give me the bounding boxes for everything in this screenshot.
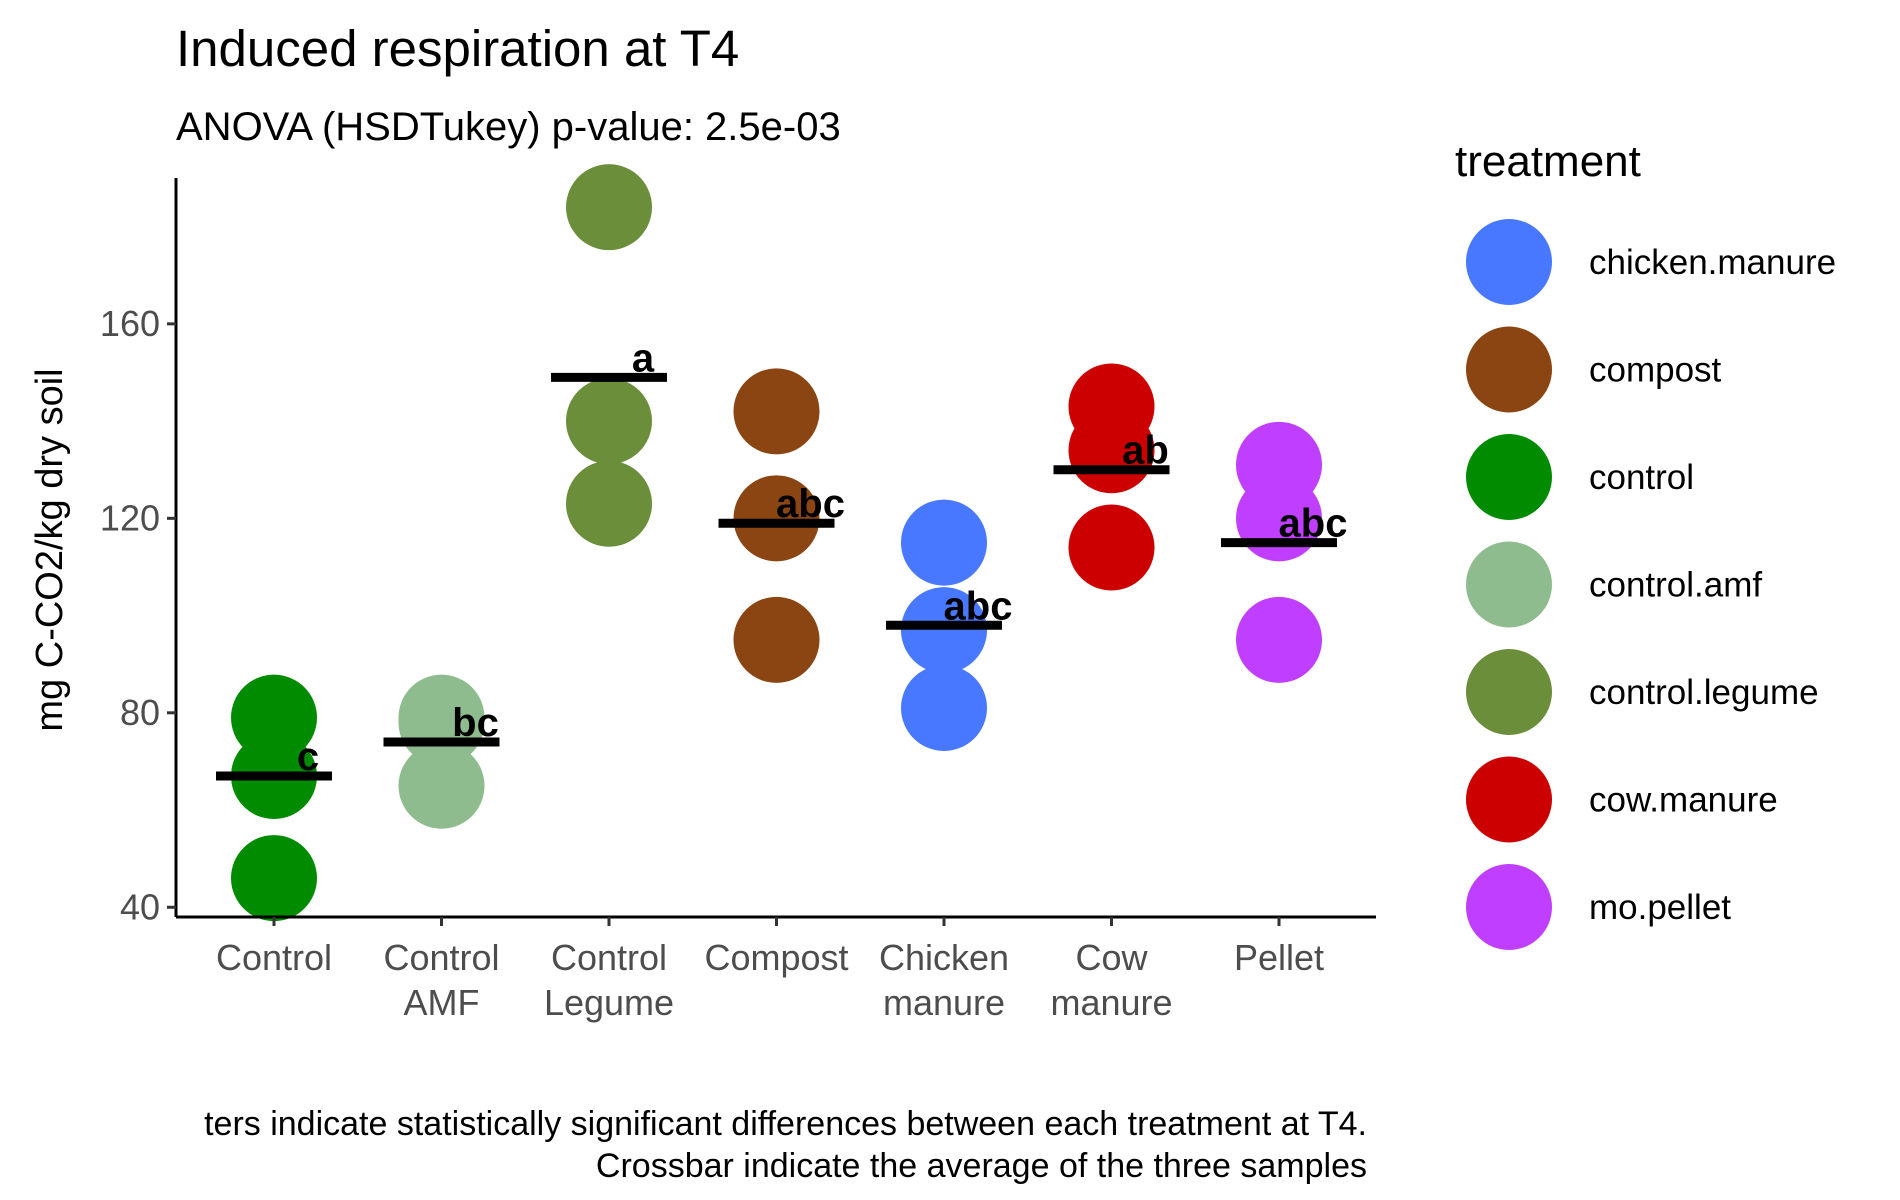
x-tick-label: Control — [551, 937, 667, 978]
x-tick-label: Control — [383, 937, 499, 978]
significance-letter: ab — [1122, 429, 1169, 473]
significance-letter: c — [297, 735, 319, 779]
data-point — [733, 368, 820, 455]
legend-label: control.legume — [1589, 673, 1819, 712]
x-tick-label: Legume — [544, 982, 674, 1023]
y-tick-label: 40 — [120, 886, 160, 927]
legend: chicken.manure compost control control.amf c… — [1466, 219, 1836, 950]
data-point — [901, 587, 987, 674]
x-tick-label: Cow — [1075, 937, 1148, 978]
legend-key — [1466, 541, 1552, 628]
x-tick-label: Pellet — [1234, 937, 1324, 978]
data-point — [733, 596, 820, 683]
legend-key — [1466, 649, 1552, 735]
legend-label: compost — [1589, 351, 1722, 390]
legend-key — [1466, 756, 1552, 843]
data-point — [733, 475, 820, 562]
legend-label: control — [1589, 458, 1694, 497]
data-point — [231, 835, 317, 922]
data-point — [901, 664, 987, 751]
significance-letter: bc — [452, 701, 499, 745]
data-point — [901, 499, 987, 586]
plot-area: c bc a abc abc ab abc — [216, 164, 1348, 922]
legend-label: chicken.manure — [1589, 243, 1836, 282]
legend-label: cow.manure — [1589, 781, 1778, 820]
legend-key — [1466, 434, 1552, 520]
y-axis-ticks: 40 80 120 160 — [100, 303, 176, 927]
caption-line-2: Crossbar indicate the average of the thr… — [596, 1147, 1367, 1185]
x-tick-label: Control — [216, 937, 332, 978]
legend-title: treatment — [1455, 137, 1641, 186]
legend-label: control.amf — [1589, 566, 1762, 605]
y-tick-label: 160 — [100, 303, 160, 344]
data-point — [566, 378, 652, 465]
data-point — [566, 164, 652, 251]
x-tick-label: Chicken — [879, 937, 1009, 978]
x-tick-label: manure — [1050, 982, 1172, 1023]
significance-letter: abc — [776, 482, 845, 526]
legend-key — [1466, 326, 1552, 413]
chart-title: Induced respiration at T4 — [176, 20, 739, 77]
legend-label: mo.pellet — [1589, 888, 1731, 927]
significance-letter: abc — [1279, 502, 1348, 546]
legend-key — [1466, 219, 1552, 305]
y-axis-label: mg C-CO2/kg dry soil — [29, 368, 71, 731]
y-tick-label: 80 — [120, 692, 160, 733]
chart-subtitle: ANOVA (HSDTukey) p-value: 2.5e-03 — [176, 105, 841, 149]
data-point — [398, 742, 485, 829]
significance-letter: abc — [944, 584, 1013, 628]
x-tick-label: Compost — [704, 937, 848, 978]
significance-letter: a — [632, 336, 655, 380]
x-tick-label: manure — [883, 982, 1005, 1023]
caption-line-1: ters indicate statistically significant … — [204, 1105, 1367, 1143]
legend-key — [1466, 864, 1552, 950]
data-point — [566, 460, 652, 547]
y-tick-label: 120 — [100, 497, 160, 538]
x-tick-label: AMF — [404, 982, 480, 1023]
data-point — [1236, 596, 1322, 683]
data-point — [1068, 504, 1155, 591]
